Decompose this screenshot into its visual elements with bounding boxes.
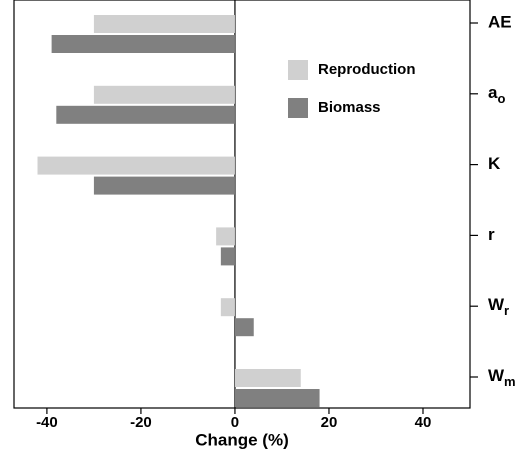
bar [234, 318, 254, 337]
x-tick-label: -40 [36, 414, 58, 431]
bar [56, 105, 235, 124]
legend-label: Reproduction [318, 61, 416, 78]
bar [93, 15, 235, 33]
category-label: K [488, 154, 501, 173]
bar [37, 156, 235, 175]
x-tick-label: 20 [321, 414, 338, 431]
category-label: Wr [488, 296, 509, 319]
category-label: Wm [488, 366, 516, 389]
bar [234, 389, 320, 407]
x-tick-label: -20 [130, 414, 152, 431]
category-label: ao [488, 83, 505, 106]
x-tick-label: 40 [415, 414, 432, 431]
x-axis-label: Change (%) [195, 430, 289, 449]
bar [93, 85, 235, 104]
bar [220, 298, 235, 317]
category-label: r [488, 225, 495, 244]
category-label: AE [488, 12, 512, 31]
bar [51, 35, 235, 53]
legend-swatch [288, 60, 308, 80]
legend-label: Biomass [318, 99, 381, 116]
bar [220, 247, 235, 266]
plot-frame [13, 0, 471, 409]
bar [216, 227, 235, 246]
legend-swatch [288, 98, 308, 118]
bar [234, 369, 301, 387]
bar [93, 176, 235, 195]
x-tick-label: 0 [231, 414, 239, 431]
